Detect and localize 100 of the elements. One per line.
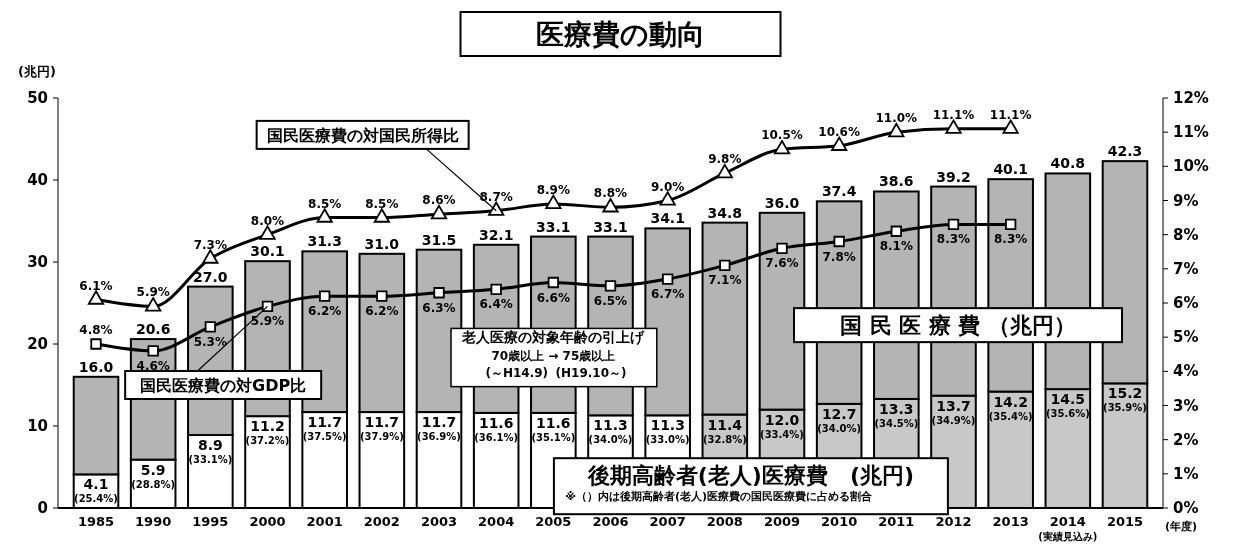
- x-tick-label: 2006: [592, 514, 629, 529]
- point: [490, 283, 502, 295]
- point: [433, 287, 445, 299]
- point: [945, 119, 962, 134]
- data-label: 13.7 (34.9%): [931, 397, 976, 426]
- y2-tick-label: 0%: [1173, 499, 1199, 517]
- x-tick-label: 1995: [192, 514, 229, 529]
- data-label: 11.7 (36.9%): [417, 414, 461, 443]
- data-label: 7.6%: [765, 256, 799, 271]
- y-tick-label: 40: [27, 171, 48, 189]
- data-label: 12.7 (34.0%): [817, 405, 862, 434]
- data-label: 5.3%: [193, 334, 227, 349]
- data-label: 11.7 (37.5%): [302, 414, 347, 443]
- data-label: 6.3%: [422, 300, 456, 315]
- x-tick-label: 1985: [77, 514, 115, 529]
- total-label: 20.6: [135, 321, 171, 338]
- data-label: 4.8%: [79, 323, 113, 337]
- y2-tick-label: 3%: [1173, 396, 1199, 415]
- data-label: 6.7%: [651, 287, 685, 302]
- point: [659, 191, 676, 206]
- y2-tick-label: 11%: [1173, 123, 1209, 142]
- data-label: 8.5%: [308, 196, 342, 211]
- total-label: 16.0: [78, 358, 114, 375]
- y2-tick-label: 7%: [1173, 259, 1199, 278]
- annotation: (～H14.9): [485, 365, 549, 380]
- data-label: 9.0%: [651, 179, 685, 194]
- text: (実績見込み): [1038, 530, 1098, 542]
- point: [316, 208, 333, 223]
- point: [833, 235, 845, 248]
- point: [259, 225, 276, 240]
- y2-tick-label: 1%: [1173, 464, 1199, 483]
- total-label: 34.8: [707, 204, 743, 221]
- data-label: 8.3%: [936, 232, 971, 247]
- data-label: 8.3%: [994, 232, 1028, 247]
- total-label: 36.0: [764, 194, 800, 211]
- annotation: 老人医療の対象年齢の引上げ: [461, 329, 646, 346]
- data-label: 6.4%: [479, 297, 513, 312]
- total-label: 40.8: [1050, 155, 1086, 172]
- total-label: 42.3: [1107, 143, 1143, 160]
- total-label: 31.0: [364, 235, 400, 252]
- data-label: 7.3%: [193, 237, 227, 252]
- y2-tick-label: 12%: [1173, 89, 1209, 107]
- total-label: 31.3: [307, 233, 342, 250]
- data-label: 15.2 (35.9%): [1103, 385, 1147, 414]
- data-label: 6.1%: [79, 278, 113, 293]
- point: [604, 280, 617, 292]
- series-label: 国民医療費の対GDP比: [140, 375, 307, 395]
- y2-tick-label: 8%: [1173, 225, 1199, 244]
- data-label: 11.7 (37.9%): [359, 414, 404, 443]
- y-tick-label: 0: [37, 499, 48, 517]
- chart-title: 医療費の動向: [536, 18, 705, 51]
- point: [145, 297, 162, 312]
- x-tick-label: 2000: [249, 514, 286, 529]
- y2-tick-label: 6%: [1173, 294, 1199, 312]
- x-tick-label: 2014: [1049, 514, 1086, 529]
- point: [319, 290, 331, 302]
- point: [430, 204, 448, 220]
- point: [147, 345, 159, 357]
- data-label: 7.8%: [822, 249, 856, 264]
- point: [831, 136, 848, 151]
- total-label: 27.0: [193, 268, 228, 285]
- y2-tick-label: 2%: [1173, 430, 1199, 449]
- point: [602, 198, 619, 213]
- point: [776, 242, 788, 254]
- x-tick-label: 2011: [878, 514, 915, 529]
- x-tick-label: 2001: [306, 514, 343, 529]
- data-label: 8.9%: [536, 182, 570, 197]
- x-tick-label: 2007: [649, 514, 686, 529]
- point: [888, 122, 905, 138]
- data-label: 5.9%: [250, 314, 285, 329]
- point: [545, 194, 562, 209]
- data-label: 14.2 (35.4%): [988, 393, 1033, 422]
- point: [547, 276, 559, 289]
- total-label: 34.1: [650, 210, 685, 227]
- x-tick-label: 2013: [992, 514, 1029, 529]
- point: [662, 273, 674, 285]
- data-label: 12.0 (33.4%): [760, 411, 804, 440]
- point: [373, 208, 390, 223]
- data-label: 8.7%: [479, 189, 513, 204]
- point: [1002, 119, 1019, 134]
- x-tick-label: 2008: [706, 514, 743, 529]
- total-label: 30.1: [250, 243, 285, 260]
- annotation: (H19.10～): [555, 365, 627, 380]
- data-label: 8.1%: [879, 239, 913, 254]
- data-label: 8.5%: [365, 196, 399, 211]
- y-tick-label: 50: [27, 89, 48, 107]
- x-tick-label: 2004: [478, 514, 515, 529]
- data-label: 8.8%: [593, 186, 628, 201]
- point: [87, 290, 105, 305]
- x-tick-label: 2012: [935, 514, 972, 529]
- data-label: 4.1 (25.4%): [74, 476, 118, 505]
- point: [719, 259, 731, 272]
- data-label: 10.6%: [818, 124, 860, 139]
- data-label: 14.5 (35.6%): [1045, 391, 1090, 420]
- point: [488, 201, 505, 216]
- point: [376, 290, 388, 302]
- data-label: 4.6%: [136, 358, 170, 373]
- point: [716, 163, 733, 179]
- x-tick-label: 2005: [535, 514, 572, 529]
- point: [1005, 218, 1017, 231]
